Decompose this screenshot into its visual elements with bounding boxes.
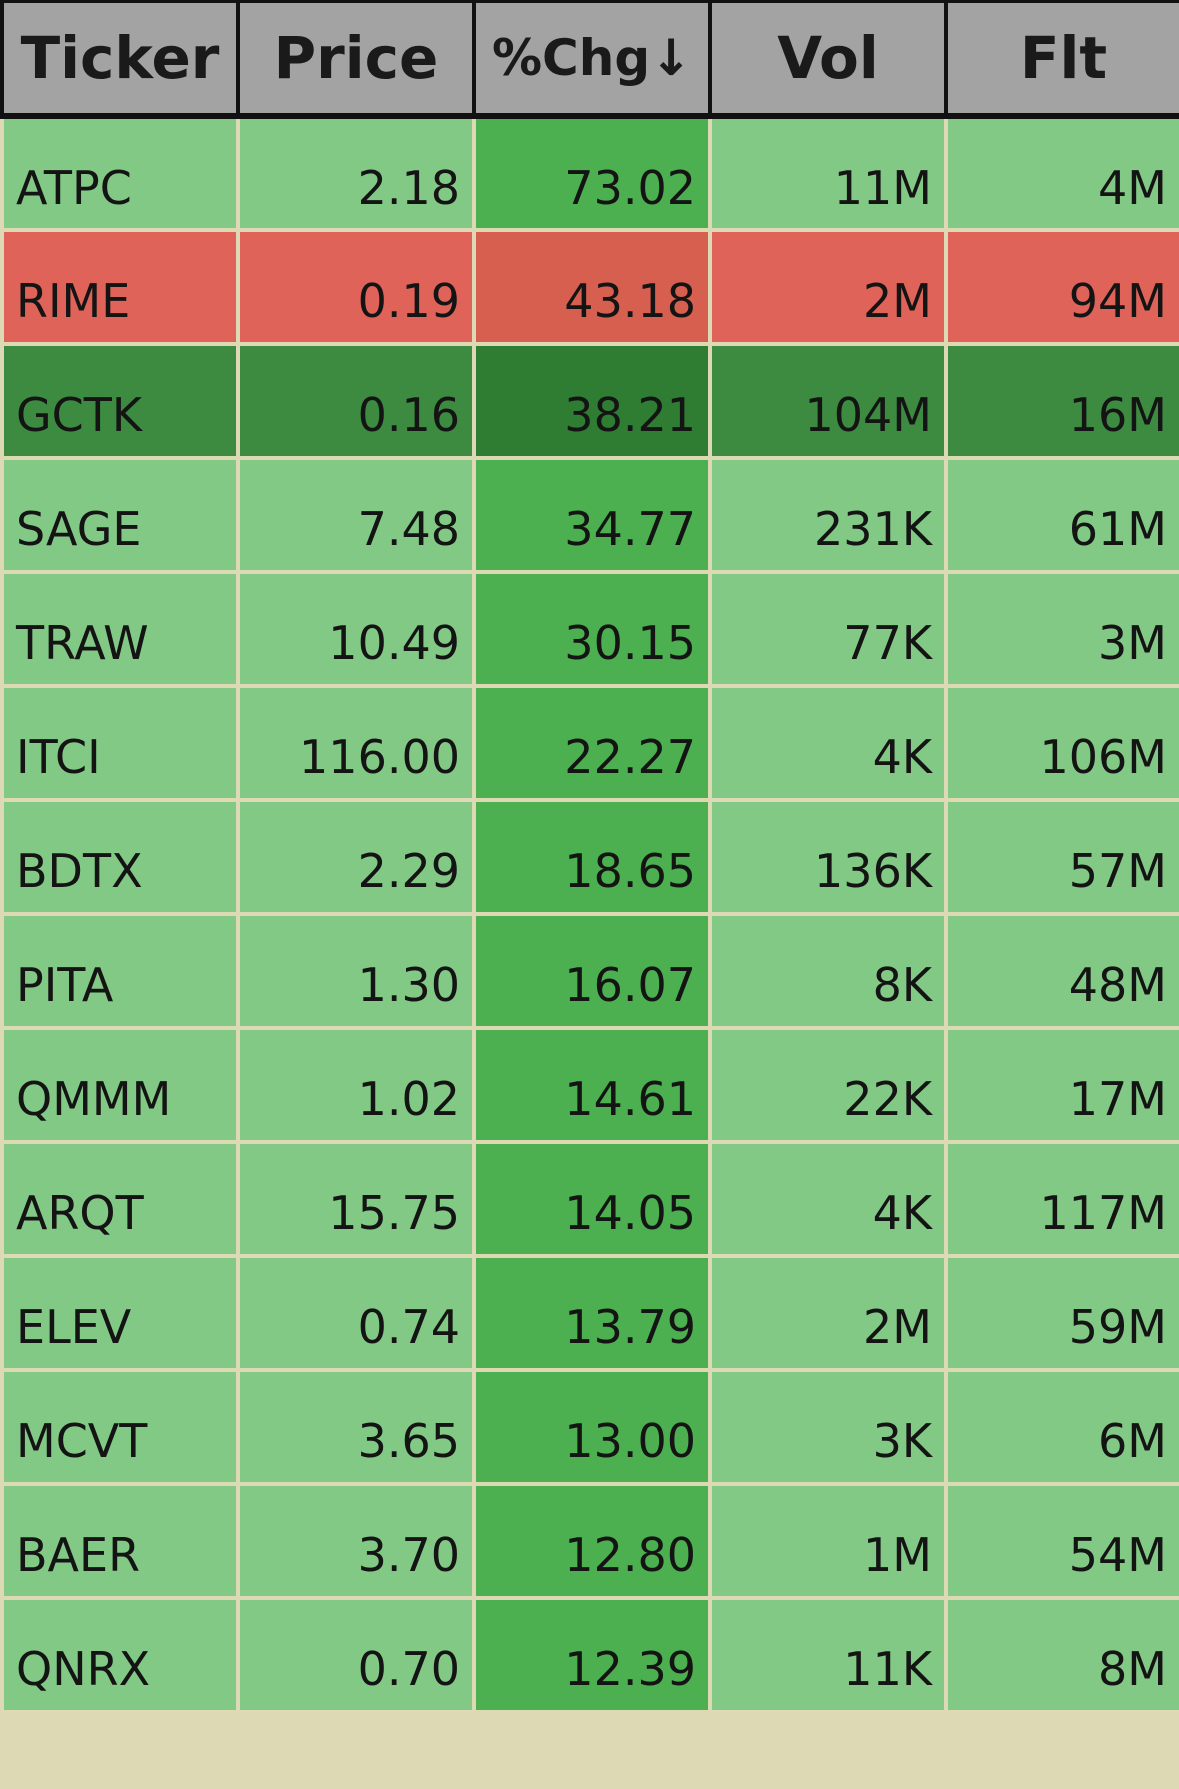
pct-change-cell: 16.07 xyxy=(472,912,712,1030)
column-header-pct-change-sorted-desc[interactable]: %Chg↓ xyxy=(472,0,712,119)
price-cell: 10.49 xyxy=(236,570,476,688)
table-header: Ticker Price %Chg↓ Vol Flt xyxy=(0,0,1179,119)
volume-cell: 4K xyxy=(708,684,948,802)
float-cell: 6M xyxy=(944,1368,1179,1486)
float-cell: 94M xyxy=(944,228,1179,346)
float-cell: 16M xyxy=(944,342,1179,460)
volume-cell: 77K xyxy=(708,570,948,688)
volume-cell: 231K xyxy=(708,456,948,574)
table-row[interactable]: ELEV 0.74 13.79 2M 59M xyxy=(0,1254,1179,1372)
ticker-cell: ATPC xyxy=(0,114,240,232)
ticker-cell: TRAW xyxy=(0,570,240,688)
ticker-cell: MCVT xyxy=(0,1368,240,1486)
volume-cell: 11K xyxy=(708,1596,948,1714)
price-cell: 3.70 xyxy=(236,1482,476,1600)
pct-change-cell: 12.80 xyxy=(472,1482,712,1600)
ticker-cell: ELEV xyxy=(0,1254,240,1372)
ticker-cell: PITA xyxy=(0,912,240,1030)
price-cell: 2.29 xyxy=(236,798,476,916)
price-cell: 15.75 xyxy=(236,1140,476,1258)
table-row[interactable]: RIME 0.19 43.18 2M 94M xyxy=(0,228,1179,346)
ticker-cell: RIME xyxy=(0,228,240,346)
ticker-cell: GCTK xyxy=(0,342,240,460)
pct-change-cell: 12.39 xyxy=(472,1596,712,1714)
ticker-cell: ITCI xyxy=(0,684,240,802)
volume-cell: 3K xyxy=(708,1368,948,1486)
float-cell: 48M xyxy=(944,912,1179,1030)
table-row[interactable]: GCTK 0.16 38.21 104M 16M xyxy=(0,342,1179,460)
volume-cell: 136K xyxy=(708,798,948,916)
column-header-volume[interactable]: Vol xyxy=(708,0,948,119)
volume-cell: 2M xyxy=(708,1254,948,1372)
screener-grid: Ticker Price %Chg↓ Vol Flt ATPC 2.18 73.02… xyxy=(0,0,1179,1714)
volume-cell: 22K xyxy=(708,1026,948,1144)
table-row[interactable]: BAER 3.70 12.80 1M 54M xyxy=(0,1482,1179,1600)
volume-cell: 104M xyxy=(708,342,948,460)
ticker-cell: QNRX xyxy=(0,1596,240,1714)
column-header-price[interactable]: Price xyxy=(236,0,476,119)
table-row[interactable]: MCVT 3.65 13.00 3K 6M xyxy=(0,1368,1179,1486)
pct-change-cell: 13.79 xyxy=(472,1254,712,1372)
column-header-ticker[interactable]: Ticker xyxy=(0,0,240,119)
table-row[interactable]: TRAW 10.49 30.15 77K 3M xyxy=(0,570,1179,688)
pct-change-cell: 38.21 xyxy=(472,342,712,460)
float-cell: 61M xyxy=(944,456,1179,574)
price-cell: 0.74 xyxy=(236,1254,476,1372)
header-row: Ticker Price %Chg↓ Vol Flt xyxy=(0,0,1179,119)
table-row[interactable]: ATPC 2.18 73.02 11M 4M xyxy=(0,114,1179,232)
ticker-cell: QMMM xyxy=(0,1026,240,1144)
pct-change-cell: 18.65 xyxy=(472,798,712,916)
float-cell: 54M xyxy=(944,1482,1179,1600)
table-row[interactable]: ITCI 116.00 22.27 4K 106M xyxy=(0,684,1179,802)
pct-change-cell: 22.27 xyxy=(472,684,712,802)
price-cell: 116.00 xyxy=(236,684,476,802)
float-cell: 117M xyxy=(944,1140,1179,1258)
volume-cell: 1M xyxy=(708,1482,948,1600)
table-row[interactable]: SAGE 7.48 34.77 231K 61M xyxy=(0,456,1179,574)
price-cell: 0.19 xyxy=(236,228,476,346)
ticker-cell: ARQT xyxy=(0,1140,240,1258)
price-cell: 7.48 xyxy=(236,456,476,574)
pct-change-cell: 13.00 xyxy=(472,1368,712,1486)
float-cell: 8M xyxy=(944,1596,1179,1714)
float-cell: 106M xyxy=(944,684,1179,802)
float-cell: 57M xyxy=(944,798,1179,916)
table-row[interactable]: ARQT 15.75 14.05 4K 117M xyxy=(0,1140,1179,1258)
float-cell: 4M xyxy=(944,114,1179,232)
ticker-cell: BAER xyxy=(0,1482,240,1600)
pct-change-cell: 34.77 xyxy=(472,456,712,574)
volume-cell: 8K xyxy=(708,912,948,1030)
price-cell: 3.65 xyxy=(236,1368,476,1486)
pct-change-cell: 73.02 xyxy=(472,114,712,232)
pct-change-cell: 30.15 xyxy=(472,570,712,688)
pct-change-cell: 14.61 xyxy=(472,1026,712,1144)
price-cell: 2.18 xyxy=(236,114,476,232)
volume-cell: 2M xyxy=(708,228,948,346)
column-header-float[interactable]: Flt xyxy=(944,0,1179,119)
ticker-cell: SAGE xyxy=(0,456,240,574)
pct-change-cell: 43.18 xyxy=(472,228,712,346)
float-cell: 3M xyxy=(944,570,1179,688)
pct-change-cell: 14.05 xyxy=(472,1140,712,1258)
price-cell: 1.30 xyxy=(236,912,476,1030)
volume-cell: 4K xyxy=(708,1140,948,1258)
ticker-cell: BDTX xyxy=(0,798,240,916)
table-row[interactable]: QMMM 1.02 14.61 22K 17M xyxy=(0,1026,1179,1144)
table-row[interactable]: PITA 1.30 16.07 8K 48M xyxy=(0,912,1179,1030)
price-cell: 0.16 xyxy=(236,342,476,460)
table-row[interactable]: BDTX 2.29 18.65 136K 57M xyxy=(0,798,1179,916)
float-cell: 59M xyxy=(944,1254,1179,1372)
table-body: ATPC 2.18 73.02 11M 4M RIME 0.19 43.18 2M 94M GCTK… xyxy=(0,114,1179,1714)
price-cell: 0.70 xyxy=(236,1596,476,1714)
float-cell: 17M xyxy=(944,1026,1179,1144)
volume-cell: 11M xyxy=(708,114,948,232)
table-row[interactable]: QNRX 0.70 12.39 11K 8M xyxy=(0,1596,1179,1714)
price-cell: 1.02 xyxy=(236,1026,476,1144)
